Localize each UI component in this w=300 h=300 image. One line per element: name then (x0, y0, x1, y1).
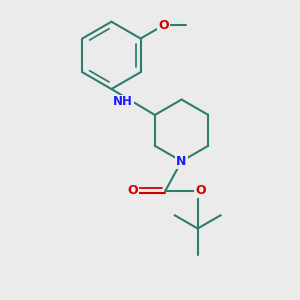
Text: N: N (176, 155, 187, 168)
Text: O: O (195, 184, 206, 197)
Text: O: O (158, 19, 169, 32)
Text: O: O (127, 184, 138, 197)
Text: NH: NH (113, 95, 133, 109)
